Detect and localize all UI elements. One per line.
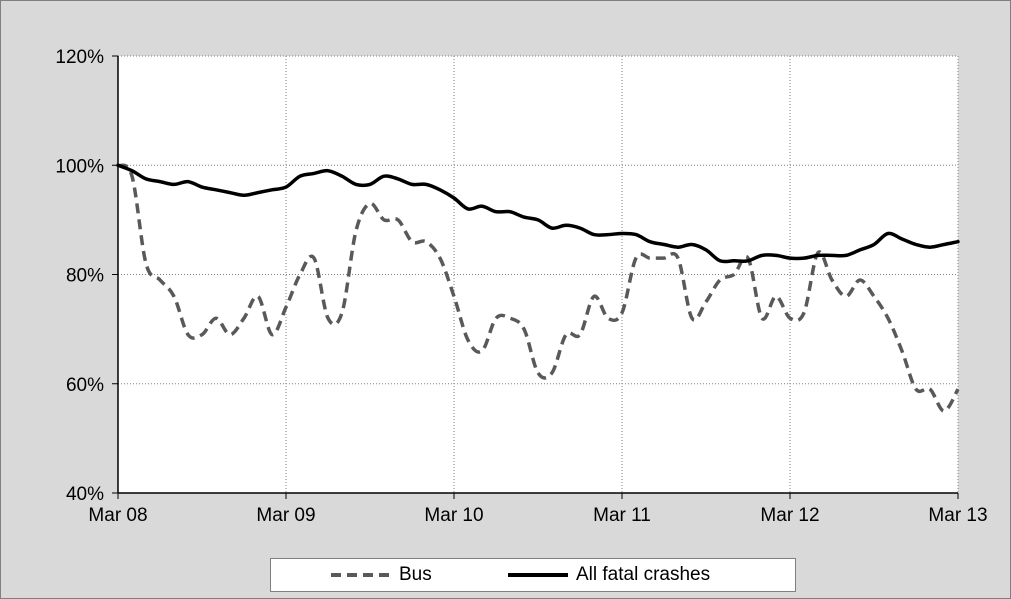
y-tick-label: 40% [66,484,104,505]
series-line-bus [116,163,960,413]
y-tick-label: 100% [55,156,104,177]
x-tick-label: Mar 13 [928,505,987,526]
x-tick-labels: Mar 08 Mar 09 Mar 10 Mar 11 Mar 12 Mar 13 [88,505,987,526]
x-tick-label: Mar 10 [424,505,483,526]
legend-label-all-fatal-crashes: All fatal crashes [576,564,711,585]
legend-label-bus: Bus [399,564,432,585]
y-tick-label: 80% [66,266,104,287]
series-lines [116,163,960,413]
x-tick-label: Mar 12 [760,505,819,526]
x-tick-label: Mar 11 [593,505,651,526]
y-tick-labels: 40% 60% 80% 100% 120% [55,47,104,505]
y-tick-label: 60% [66,375,104,396]
series-line-all-fatal-crashes [116,163,960,264]
legend-swatch-bus [331,573,391,577]
x-tick-label: Mar 08 [88,505,147,526]
legend-item-all-fatal-crashes: All fatal crashes [506,559,710,591]
legend-swatch-all-fatal-crashes [508,573,568,577]
gridlines [118,55,959,493]
legend-item-bus: Bus [329,559,432,591]
axes [112,55,959,499]
legend: Bus All fatal crashes [270,558,796,592]
x-tick-label: Mar 09 [256,505,315,526]
y-tick-label: 120% [55,47,104,68]
